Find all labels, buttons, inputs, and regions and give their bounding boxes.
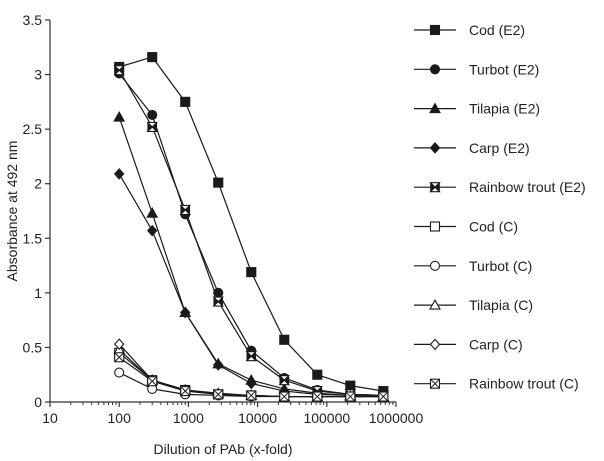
legend-label: Turbot (E2) (469, 61, 539, 77)
data-point-turbot-e2 (147, 109, 158, 121)
legend-marker (429, 142, 441, 154)
data-point-carp-e2 (246, 377, 257, 390)
x-tick-label: 100000 (303, 410, 350, 426)
data-point-tilapia-e2 (146, 207, 159, 218)
plot-series (113, 52, 390, 403)
legend-item-cod-c: Cod (C) (414, 219, 518, 235)
y-tick-label: 3.5 (23, 12, 43, 28)
data-point-rainbow-trout-e2 (245, 350, 258, 362)
data-point-cod-e2 (147, 52, 158, 63)
legend-label: Carp (E2) (469, 140, 530, 156)
legend-label: Cod (E2) (469, 22, 525, 38)
data-point-cod-e2 (180, 96, 191, 107)
legend-marker (429, 338, 441, 351)
legend-marker (429, 24, 441, 36)
legend-item-turbot-e2: Turbot (E2) (414, 61, 539, 77)
legend-label: Tilapia (E2) (469, 101, 540, 117)
x-tick-label: 100 (108, 410, 132, 426)
data-point-rainbow-trout-e2 (179, 204, 192, 216)
data-point-cod-e2 (213, 177, 224, 188)
y-tick-label: 0 (34, 394, 42, 410)
legend-item-tilapia-c: Tilapia (C) (414, 297, 533, 313)
series-line-cod-e2 (119, 56, 384, 392)
legend-label: Cod (C) (469, 219, 518, 235)
legend-item-cod-e2: Cod (E2) (414, 22, 525, 38)
legend-marker (429, 298, 441, 310)
data-point-carp-e2 (113, 168, 125, 180)
legend-marker (429, 181, 441, 193)
legend-item-turbot-c: Turbot (C) (414, 258, 532, 274)
y-tick-label: 0.5 (23, 339, 43, 355)
legend-marker (429, 64, 441, 75)
data-point-carp-e2 (146, 224, 158, 237)
data-point-rainbow-trout-c (213, 389, 224, 400)
legend: Cod (E2) Turbot (E2) Tilapia (E2) Carp (E2)… (414, 22, 586, 392)
data-point-carp-c (113, 338, 125, 350)
data-point-rainbow-trout-c (180, 386, 191, 397)
series-turbot-e2 (114, 68, 389, 401)
data-point-carp-e2 (213, 359, 224, 371)
x-tick-label: 1000 (173, 410, 204, 426)
data-point-turbot-c (114, 367, 125, 378)
data-point-rainbow-trout-e2 (212, 296, 225, 307)
legend-marker (429, 260, 441, 271)
x-axis-title: Dilution of PAb (x-fold) (153, 441, 292, 457)
legend-marker (429, 102, 441, 114)
data-point-rainbow-trout-c (114, 352, 125, 363)
legend-label: Rainbow trout (C) (469, 376, 579, 392)
data-point-rainbow-trout-c (279, 391, 290, 402)
legend-item-rainbow-trout-c: Rainbow trout (C) (414, 376, 579, 392)
data-point-rainbow-trout-e2 (278, 374, 291, 386)
data-point-tilapia-e2 (113, 111, 126, 122)
legend-label: Tilapia (C) (469, 297, 533, 313)
data-point-rainbow-trout-c (147, 376, 158, 387)
y-axis-title: Absorbance at 492 nm (4, 141, 20, 282)
data-point-rainbow-trout-c (378, 391, 389, 402)
data-point-rainbow-trout-e2 (146, 121, 159, 133)
data-point-rainbow-trout-c (246, 390, 257, 401)
legend-item-carp-c: Carp (C) (414, 336, 523, 352)
y-tick-label: 1.5 (23, 230, 43, 246)
data-point-rainbow-trout-c (312, 391, 323, 402)
legend-item-rainbow-trout-e2: Rainbow trout (E2) (414, 179, 586, 195)
data-point-carp-e2 (179, 306, 191, 319)
legend-marker (429, 221, 441, 232)
y-tick-label: 2.5 (23, 121, 43, 137)
legend-item-tilapia-e2: Tilapia (E2) (414, 101, 540, 117)
data-point-cod-e2 (345, 380, 356, 391)
legend-marker (429, 378, 441, 389)
data-point-cod-e2 (246, 267, 257, 278)
x-ticks: 10 100 1000 10000 100000 1000000 (42, 402, 423, 426)
series-rainbow-trout-c (114, 352, 389, 402)
x-tick-label: 1000000 (369, 410, 424, 426)
legend-item-carp-e2: Carp (E2) (414, 140, 530, 156)
x-tick-label: 10 (42, 410, 58, 426)
x-tick-label: 10000 (238, 410, 277, 426)
legend-label: Turbot (C) (469, 258, 532, 274)
y-tick-label: 1 (34, 285, 42, 301)
series-carp-e2 (113, 168, 389, 403)
y-tick-label: 2 (34, 176, 42, 192)
series-line-carp-e2 (118, 173, 384, 398)
legend-label: Rainbow trout (E2) (469, 179, 586, 195)
data-point-cod-e2 (279, 334, 290, 345)
y-tick-label: 3 (34, 67, 42, 83)
data-point-rainbow-trout-e2 (113, 64, 126, 76)
axes: 10 100 1000 10000 100000 1000000 0 0.5 1 1.5 2 2.5… (23, 12, 424, 426)
y-ticks: 0 0.5 1 1.5 2 2.5 3 3.5 (23, 12, 50, 410)
data-point-rainbow-trout-c (345, 391, 356, 402)
legend-label: Carp (C) (469, 336, 523, 352)
data-point-cod-e2 (312, 369, 323, 380)
